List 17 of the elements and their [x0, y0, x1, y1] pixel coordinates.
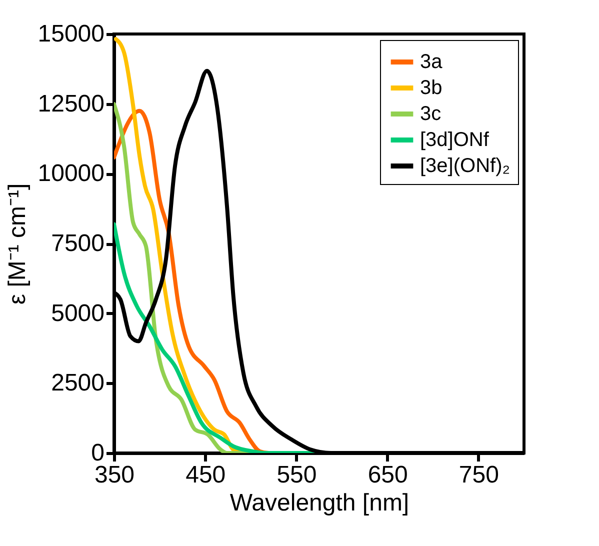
y-axis-title: ε [M⁻¹ cm⁻¹]: [4, 183, 31, 305]
y-tick-label: 12500: [38, 90, 104, 118]
y-tick-label: 10000: [38, 160, 104, 188]
y-tick-label: 15000: [38, 20, 104, 48]
x-tick-label: 650: [368, 462, 408, 488]
legend-label: [3e](ONf)₂: [420, 155, 510, 177]
x-tick-label: 450: [186, 462, 226, 488]
y-tick-label: 5000: [51, 300, 104, 327]
legend-label: 3b: [420, 77, 442, 99]
x-axis-title: Wavelength [nm]: [230, 490, 410, 516]
legend-label: 3a: [420, 51, 444, 73]
x-tick-label: 550: [276, 462, 317, 488]
y-tick-label: 2500: [51, 370, 104, 397]
legend-label: [3d]ONf: [420, 129, 490, 151]
x-tick-label: 750: [458, 462, 499, 488]
y-tick-label: 7500: [51, 230, 104, 257]
legend-label: 3c: [420, 103, 442, 125]
